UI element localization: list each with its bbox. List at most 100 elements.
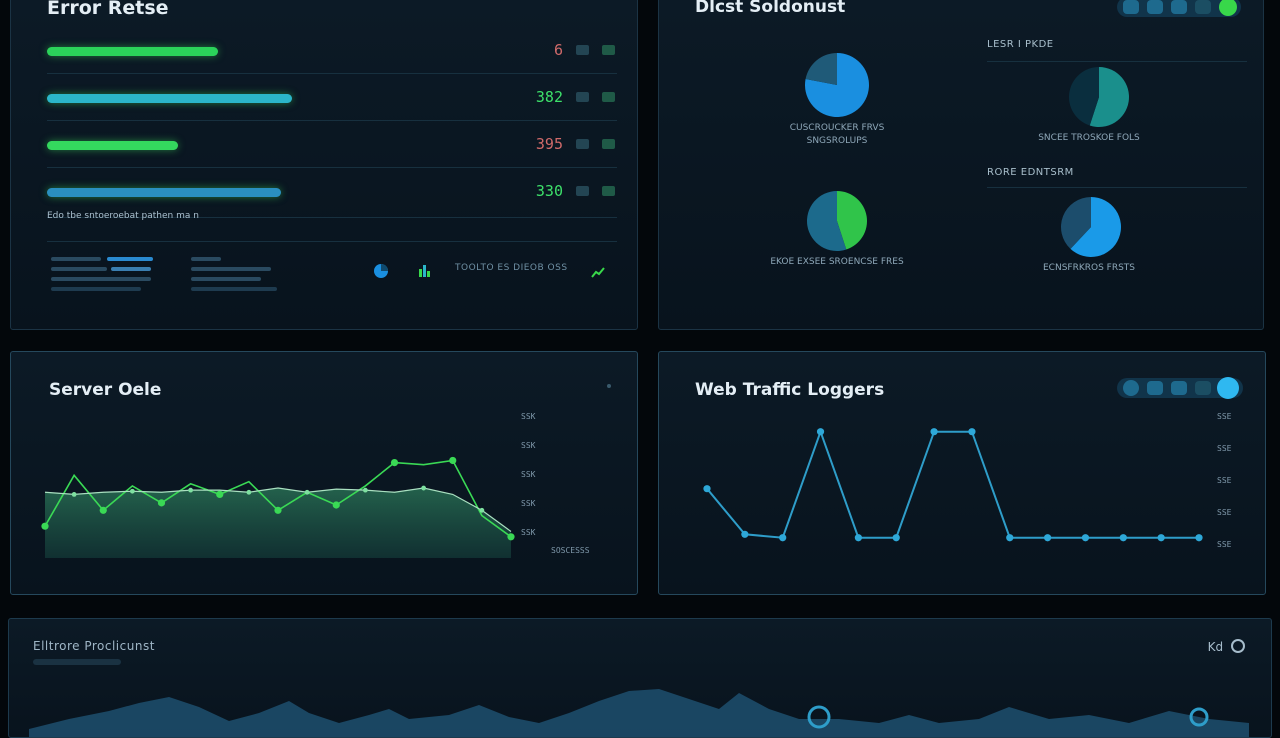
pie-label: EKOE EXSEE SROENCSE FRES	[770, 257, 904, 267]
distribution-panel: Dlcst Soldonust LESR I PKDE RORE EDNTSRM…	[658, 0, 1264, 330]
pie-label: CUSCROUCKER FRVS SNGSROLUPS	[789, 123, 885, 146]
web-point	[741, 530, 749, 538]
web-point	[1006, 534, 1014, 542]
error-divider	[47, 217, 617, 218]
web-y-tick: SSE	[1217, 508, 1232, 517]
server-line-chart	[41, 456, 515, 558]
web-point	[1157, 534, 1165, 542]
row-menu-icon[interactable]	[576, 92, 589, 102]
server-y-tick: SSK	[521, 528, 536, 537]
web-toolbar-button-2[interactable]	[1147, 381, 1163, 395]
row-action-icon[interactable]	[602, 92, 615, 102]
web-point	[1044, 534, 1052, 542]
error-caption: Edo tbe sntoeroebat pathen ma n	[47, 211, 199, 221]
error-row: 382	[47, 86, 617, 112]
pie-slice	[1070, 197, 1121, 257]
web-toolbar-button-1[interactable]	[1123, 380, 1139, 396]
toolbar-button-1[interactable]	[1123, 0, 1139, 14]
web-y-tick: SSE	[1217, 476, 1232, 485]
server-panel-title: Server Oele	[49, 380, 162, 400]
pie-chart	[807, 191, 867, 251]
pie-slice	[807, 191, 847, 251]
server-point	[449, 456, 457, 465]
bottom-control-label: Kd	[1207, 640, 1224, 654]
trend-icon[interactable]	[591, 263, 605, 279]
web-status-toggle[interactable]	[1217, 377, 1239, 399]
web-point	[779, 534, 787, 542]
bottom-panel-title: Elltrore Proclicunst	[33, 639, 155, 653]
error-panel-title: Error Retse	[47, 0, 169, 19]
row-menu-icon[interactable]	[576, 139, 589, 149]
error-bar	[47, 94, 293, 103]
server-point	[362, 487, 368, 493]
web-point	[1081, 534, 1090, 542]
web-point	[854, 534, 862, 542]
bottom-subtitle-bar	[33, 659, 121, 665]
error-divider-2	[47, 241, 617, 242]
pie-label: ECNSFRKROS FRSTS	[1042, 263, 1135, 273]
server-point	[157, 499, 166, 507]
bottom-control[interactable]: Kd	[1208, 639, 1245, 654]
toolbar-button-2[interactable]	[1147, 0, 1163, 14]
server-point	[188, 487, 194, 493]
section-heading-2: RORE EDNTSRM	[987, 167, 1074, 178]
toolbar-button-3[interactable]	[1171, 0, 1187, 14]
server-point	[390, 459, 399, 467]
server-area	[45, 488, 511, 558]
server-point	[479, 507, 485, 513]
error-bar	[47, 47, 218, 56]
pie-chart	[1061, 197, 1121, 257]
error-row-divider	[47, 120, 617, 121]
distribution-toolbar	[1117, 0, 1241, 17]
error-value: 395	[535, 135, 563, 153]
server-y-tick: SSK	[521, 441, 536, 450]
error-value: 382	[535, 88, 563, 106]
error-row: 330	[47, 180, 617, 206]
row-menu-icon[interactable]	[576, 45, 589, 55]
server-x-label: SOSCESSS	[551, 546, 590, 555]
server-point	[71, 492, 77, 497]
server-point	[129, 488, 135, 494]
row-menu-icon[interactable]	[576, 186, 589, 196]
web-traffic-panel: Web Traffic Loggers SSE SSE SSE SSE SSE	[658, 351, 1266, 595]
web-point	[892, 534, 900, 542]
web-toolbar-button-3[interactable]	[1171, 381, 1187, 395]
row-action-icon[interactable]	[602, 139, 615, 149]
web-point	[703, 485, 711, 493]
web-y-tick: SSE	[1217, 412, 1232, 421]
section-divider-2	[987, 187, 1247, 188]
error-value: 330	[535, 182, 563, 200]
pie-slice	[1069, 67, 1099, 126]
error-row-divider	[47, 167, 617, 168]
web-series-line	[706, 428, 1199, 539]
web-point	[968, 428, 976, 436]
web-point	[1195, 534, 1203, 542]
web-toolbar-button-4[interactable]	[1195, 381, 1211, 395]
panel-menu-icon[interactable]	[607, 384, 611, 388]
server-y-tick: SSK	[521, 470, 536, 479]
error-row: 6	[47, 39, 617, 65]
bottom-area-chart	[29, 689, 1249, 737]
section-divider-1	[987, 61, 1247, 62]
pie-slice	[837, 191, 867, 250]
status-toggle[interactable]	[1219, 0, 1237, 16]
error-bar	[47, 141, 179, 150]
distribution-panel-title: Dlcst Soldonust	[695, 0, 846, 17]
error-footer-text: TOOLTO ES DIEOB OSS	[455, 263, 568, 273]
toolbar-button-4[interactable]	[1195, 0, 1211, 14]
server-load-panel: Server Oele SSK SSK SSK SSK SSK SOSCESSS	[10, 351, 638, 595]
server-point	[274, 506, 282, 514]
row-action-icon[interactable]	[602, 45, 615, 55]
pie-slice	[1089, 67, 1129, 127]
settings-icon[interactable]	[1231, 639, 1245, 653]
section-heading-1: LESR I PKDE	[987, 39, 1054, 50]
error-bar	[47, 188, 281, 197]
bottom-panel: Elltrore Proclicunst Kd	[8, 618, 1272, 738]
web-panel-title: Web Traffic Loggers	[695, 380, 885, 400]
web-toolbar	[1117, 377, 1243, 399]
row-action-icon[interactable]	[602, 186, 615, 196]
web-y-tick: SSE	[1217, 540, 1232, 549]
pie-slice	[1061, 197, 1091, 249]
error-row-divider	[47, 73, 617, 74]
web-point	[816, 428, 825, 436]
